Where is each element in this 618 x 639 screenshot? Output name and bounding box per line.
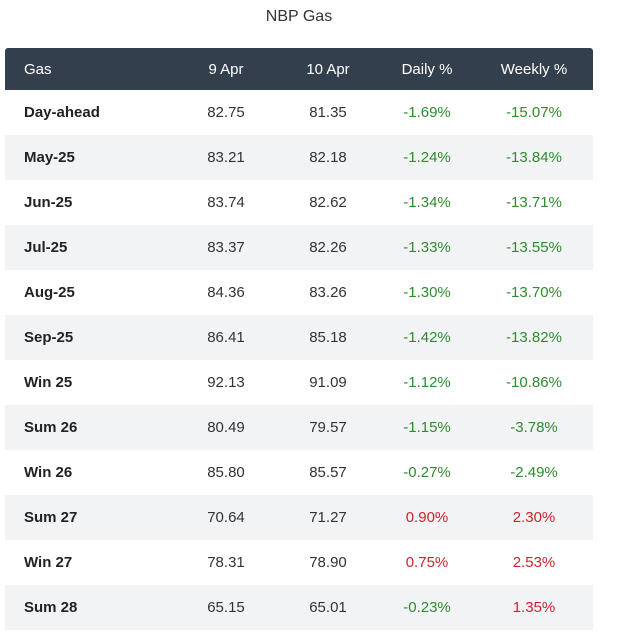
cell-weekly-change: -3.78% (510, 419, 558, 436)
cell-contract: Sep-25 (24, 329, 74, 346)
table-row: Win 25 92.13 91.09 -1.12% -10.86% (5, 360, 593, 405)
cell-prev-price: 70.64 (207, 509, 245, 526)
cell-curr-price: 78.90 (309, 554, 347, 571)
prices-table: Gas 9 Apr 10 Apr Daily % Weekly % Day-ah… (5, 48, 593, 630)
table-row: Sum 27 70.64 71.27 0.90% 2.30% (5, 495, 593, 540)
cell-curr-price: 65.01 (309, 599, 347, 616)
cell-curr-price: 85.57 (309, 464, 347, 481)
cell-contract: Jul-25 (24, 239, 68, 256)
cell-weekly-change: -10.86% (506, 374, 562, 391)
cell-daily-change: -1.33% (403, 239, 451, 256)
cell-prev-price: 92.13 (207, 374, 245, 391)
table-row: Aug-25 84.36 83.26 -1.30% -13.70% (5, 270, 593, 315)
header-daily[interactable]: Daily % (401, 60, 453, 78)
cell-daily-change: -1.30% (403, 284, 451, 301)
cell-daily-change: 0.75% (405, 554, 449, 571)
cell-prev-price: 83.37 (207, 239, 245, 256)
cell-contract: Aug-25 (24, 284, 75, 301)
cell-curr-price: 82.26 (309, 239, 347, 256)
cell-contract: Sum 27 (24, 509, 78, 526)
header-weekly[interactable]: Weekly % (500, 60, 568, 78)
cell-curr-price: 71.27 (309, 509, 347, 526)
cell-daily-change: -1.42% (403, 329, 451, 346)
cell-curr-price: 83.26 (309, 284, 347, 301)
cell-prev-price: 82.75 (207, 104, 245, 121)
cell-prev-price: 80.49 (207, 419, 245, 436)
header-curr-date[interactable]: 10 Apr (306, 60, 350, 78)
cell-daily-change: 0.90% (405, 509, 449, 526)
cell-prev-price: 83.21 (207, 149, 245, 166)
header-prev-date[interactable]: 9 Apr (208, 60, 244, 78)
cell-contract: Win 26 (24, 464, 73, 481)
cell-weekly-change: 1.35% (512, 599, 556, 616)
cell-weekly-change: -13.71% (506, 194, 562, 211)
table-row: Jun-25 83.74 82.62 -1.34% -13.71% (5, 180, 593, 225)
cell-weekly-change: -13.70% (506, 284, 562, 301)
header-gas[interactable]: Gas (24, 60, 52, 78)
cell-contract: Win 27 (24, 554, 73, 571)
cell-weekly-change: -13.84% (506, 149, 562, 166)
cell-curr-price: 81.35 (309, 104, 347, 121)
cell-daily-change: -0.27% (403, 464, 451, 481)
cell-daily-change: -1.12% (403, 374, 451, 391)
cell-contract: Jun-25 (24, 194, 73, 211)
cell-weekly-change: -2.49% (510, 464, 558, 481)
page-title: NBP Gas (265, 8, 333, 25)
cell-contract: Day-ahead (24, 104, 100, 121)
table-row: Sum 26 80.49 79.57 -1.15% -3.78% (5, 405, 593, 450)
cell-daily-change: -1.34% (403, 194, 451, 211)
table-row: May-25 83.21 82.18 -1.24% -13.84% (5, 135, 593, 180)
cell-prev-price: 84.36 (207, 284, 245, 301)
cell-daily-change: -1.15% (403, 419, 451, 436)
table-row: Win 26 85.80 85.57 -0.27% -2.49% (5, 450, 593, 495)
cell-curr-price: 82.62 (309, 194, 347, 211)
cell-curr-price: 91.09 (309, 374, 347, 391)
table-row: Win 27 78.31 78.90 0.75% 2.53% (5, 540, 593, 585)
table-row: Jul-25 83.37 82.26 -1.33% -13.55% (5, 225, 593, 270)
cell-prev-price: 78.31 (207, 554, 245, 571)
cell-weekly-change: -13.82% (506, 329, 562, 346)
cell-contract: Sum 26 (24, 419, 78, 436)
cell-daily-change: -1.69% (403, 104, 451, 121)
table-row: Day-ahead 82.75 81.35 -1.69% -15.07% (5, 90, 593, 135)
table-row: Sep-25 86.41 85.18 -1.42% -13.82% (5, 315, 593, 360)
cell-contract: Win 25 (24, 374, 73, 391)
cell-curr-price: 85.18 (309, 329, 347, 346)
table-header: Gas 9 Apr 10 Apr Daily % Weekly % (5, 48, 593, 90)
cell-prev-price: 86.41 (207, 329, 245, 346)
table-body: Day-ahead 82.75 81.35 -1.69% -15.07% May-25 83… (5, 90, 593, 630)
cell-curr-price: 79.57 (309, 419, 347, 436)
cell-prev-price: 65.15 (207, 599, 245, 616)
cell-contract: Sum 28 (24, 599, 78, 616)
cell-weekly-change: 2.53% (512, 554, 556, 571)
cell-prev-price: 83.74 (207, 194, 245, 211)
cell-contract: May-25 (24, 149, 75, 166)
table-row: Sum 28 65.15 65.01 -0.23% 1.35% (5, 585, 593, 630)
cell-daily-change: -1.24% (403, 149, 451, 166)
cell-curr-price: 82.18 (309, 149, 347, 166)
cell-prev-price: 85.80 (207, 464, 245, 481)
cell-weekly-change: -15.07% (506, 104, 562, 121)
cell-weekly-change: -13.55% (506, 239, 562, 256)
cell-daily-change: -0.23% (403, 599, 451, 616)
cell-weekly-change: 2.30% (512, 509, 556, 526)
